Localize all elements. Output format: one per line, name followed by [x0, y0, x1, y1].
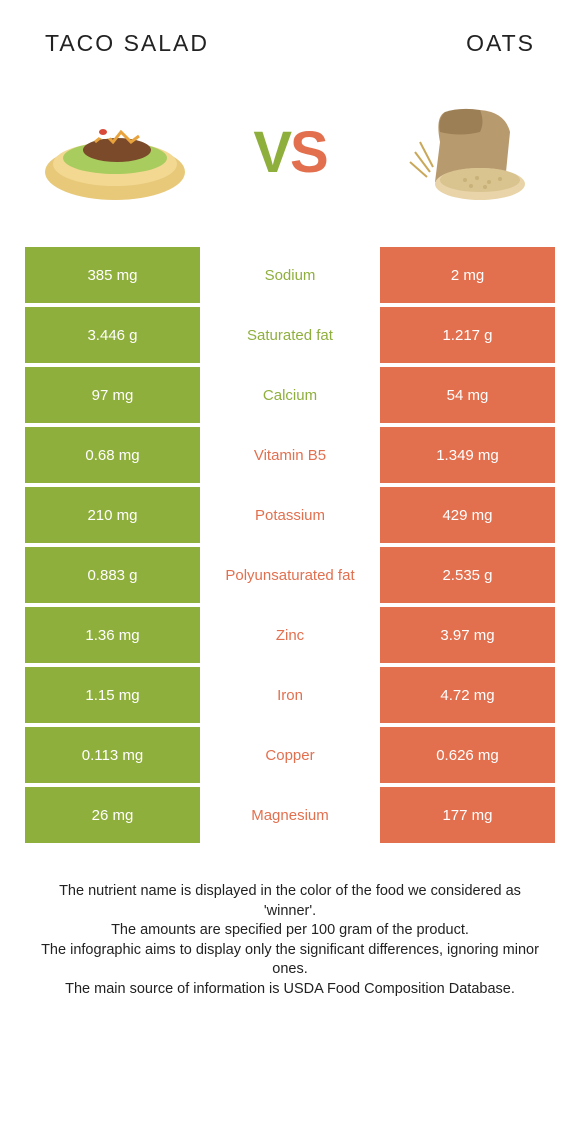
nutrient-label: Zinc [200, 607, 380, 663]
left-value: 0.883 g [25, 547, 200, 603]
right-value: 2 mg [380, 247, 555, 303]
right-value: 1.217 g [380, 307, 555, 363]
nutrient-label: Vitamin B5 [200, 427, 380, 483]
right-value: 429 mg [380, 487, 555, 543]
footer-line-1: The nutrient name is displayed in the co… [40, 882, 540, 921]
header-right: OATS [290, 30, 535, 57]
footer-line-2: The amounts are specified per 100 gram o… [40, 921, 540, 941]
nutrient-label: Potassium [200, 487, 380, 543]
nutrient-label: Polyunsaturated fat [200, 547, 380, 603]
nutrient-row: 1.15 mgIron4.72 mg [25, 667, 555, 723]
nutrient-row: 1.36 mgZinc3.97 mg [25, 607, 555, 663]
oats-icon [385, 92, 545, 212]
left-value: 97 mg [25, 367, 200, 423]
header-left: TACO SALAD [45, 30, 290, 57]
nutrient-row: 0.68 mgVitamin B51.349 mg [25, 427, 555, 483]
food1-title: TACO SALAD [45, 30, 209, 56]
nutrient-row: 385 mgSodium2 mg [25, 247, 555, 303]
left-value: 0.68 mg [25, 427, 200, 483]
right-value: 4.72 mg [380, 667, 555, 723]
right-value: 3.97 mg [380, 607, 555, 663]
nutrient-row: 0.113 mgCopper0.626 mg [25, 727, 555, 783]
vs-s: S [290, 120, 327, 185]
nutrient-label: Copper [200, 727, 380, 783]
left-value: 210 mg [25, 487, 200, 543]
right-value: 1.349 mg [380, 427, 555, 483]
oats-image [380, 87, 550, 217]
left-value: 0.113 mg [25, 727, 200, 783]
left-value: 1.15 mg [25, 667, 200, 723]
right-value: 54 mg [380, 367, 555, 423]
taco-salad-icon [35, 92, 195, 212]
nutrient-row: 3.446 gSaturated fat1.217 g [25, 307, 555, 363]
nutrient-row: 0.883 gPolyunsaturated fat2.535 g [25, 547, 555, 603]
nutrient-label: Saturated fat [200, 307, 380, 363]
nutrient-row: 210 mgPotassium429 mg [25, 487, 555, 543]
footer-line-3: The infographic aims to display only the… [40, 941, 540, 980]
right-value: 0.626 mg [380, 727, 555, 783]
nutrient-label: Iron [200, 667, 380, 723]
left-value: 3.446 g [25, 307, 200, 363]
nutrient-row: 97 mgCalcium54 mg [25, 367, 555, 423]
vs-label: VS [253, 119, 326, 186]
left-value: 1.36 mg [25, 607, 200, 663]
nutrient-label: Sodium [200, 247, 380, 303]
right-value: 2.535 g [380, 547, 555, 603]
taco-salad-image [30, 87, 200, 217]
vs-v: V [253, 120, 290, 185]
header-row: TACO SALAD OATS [0, 0, 580, 67]
infographic-container: TACO SALAD OATS VS [0, 0, 580, 999]
food2-title: OATS [466, 30, 535, 56]
right-value: 177 mg [380, 787, 555, 843]
left-value: 26 mg [25, 787, 200, 843]
nutrient-label: Magnesium [200, 787, 380, 843]
images-row: VS [0, 67, 580, 247]
footer-line-4: The main source of information is USDA F… [40, 980, 540, 1000]
nutrient-table: 385 mgSodium2 mg3.446 gSaturated fat1.21… [0, 247, 580, 843]
nutrient-label: Calcium [200, 367, 380, 423]
left-value: 385 mg [25, 247, 200, 303]
nutrient-row: 26 mgMagnesium177 mg [25, 787, 555, 843]
footer-text: The nutrient name is displayed in the co… [0, 847, 580, 999]
